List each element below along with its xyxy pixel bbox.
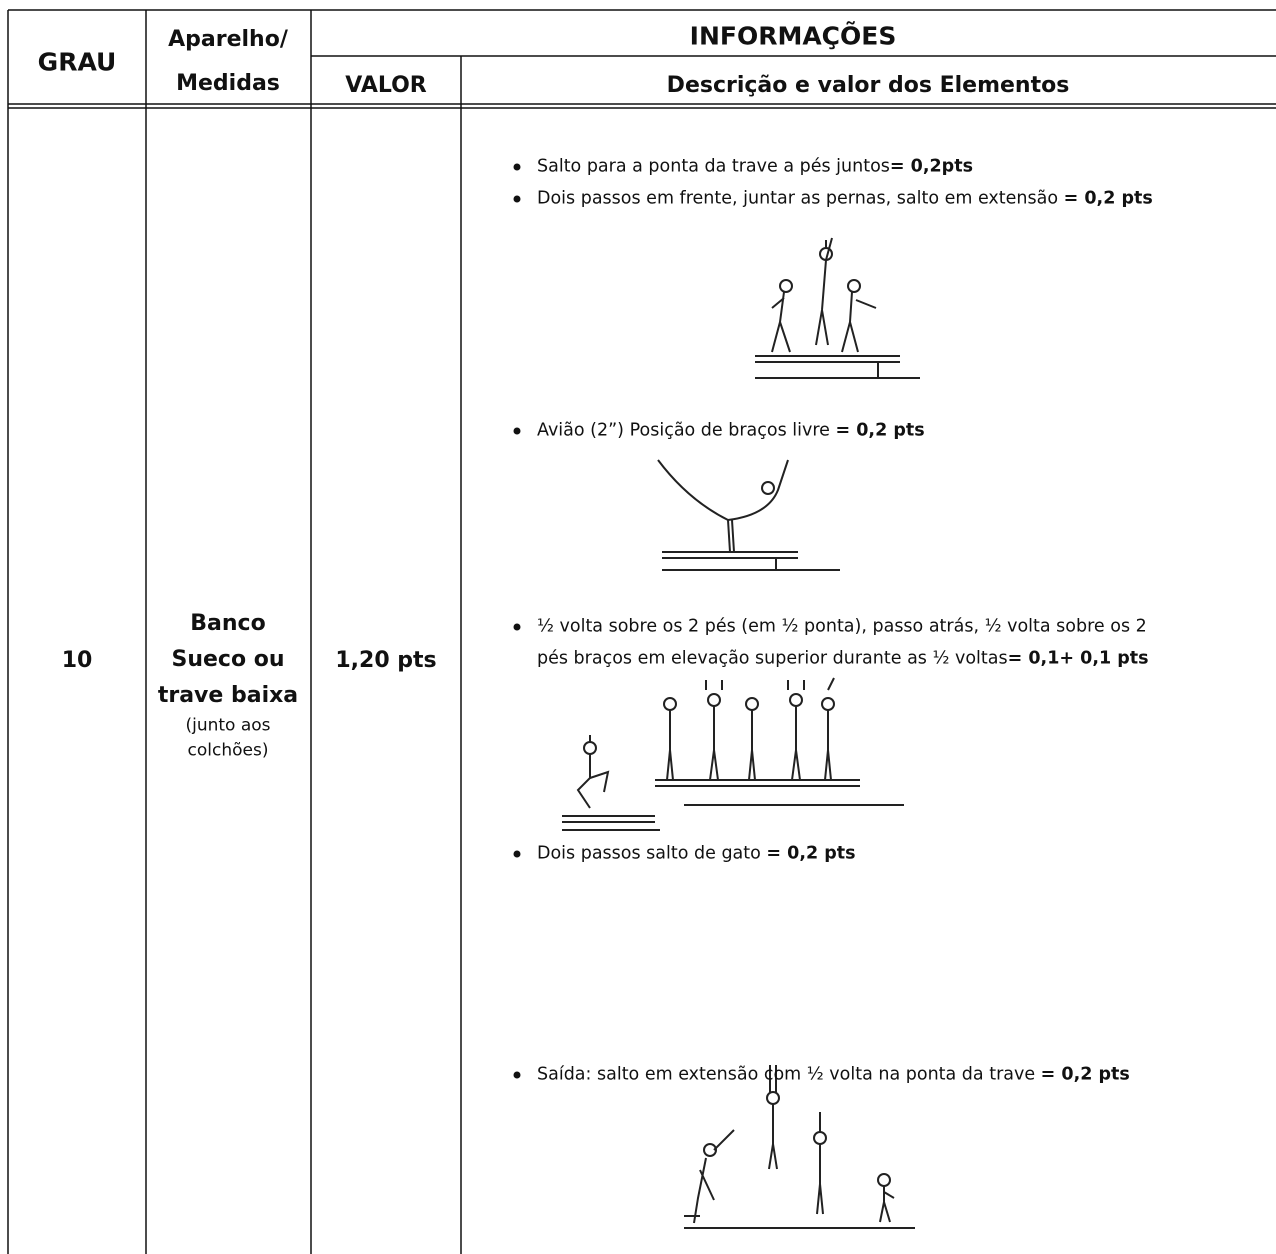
cell: trave baixa bbox=[157, 683, 299, 708]
header-group: INFORMAÇÕES bbox=[689, 21, 897, 51]
text: Salto para a ponta da trave a pés juntos bbox=[537, 156, 890, 177]
header-cell: Descrição e valor dos Elementos bbox=[666, 73, 1070, 98]
value-text: = 0,2pts bbox=[889, 156, 973, 177]
text: pés braços em elevação superior durante … bbox=[537, 648, 1008, 669]
list-item-line: pés braços em elevação superior durante … bbox=[537, 650, 1149, 668]
illustration bbox=[755, 237, 920, 379]
cell: 1,20 pts bbox=[335, 648, 437, 673]
list-item-line: Salto para a ponta da trave a pés juntos… bbox=[537, 158, 973, 176]
header-cell: Medidas bbox=[176, 71, 280, 96]
list-item-line: Dois passos salto de gato = 0,2 pts bbox=[537, 845, 856, 863]
list-item-line: Dois passos em frente, juntar as pernas,… bbox=[537, 190, 1153, 208]
cell-note: (junto aos bbox=[185, 715, 271, 736]
illustration bbox=[655, 677, 904, 806]
list-item-line: Avião (2”) Posição de braços livre = 0,2… bbox=[537, 422, 925, 440]
value-text: = 0,2 pts bbox=[1040, 1064, 1130, 1085]
illustration bbox=[562, 735, 660, 831]
header-cell: Aparelho/ bbox=[168, 27, 288, 52]
bullet bbox=[513, 623, 521, 631]
text: Saída: salto em extensão com ½ volta na … bbox=[537, 1064, 1041, 1085]
list-item-line: Saída: salto em extensão com ½ volta na … bbox=[537, 1066, 1130, 1084]
bullet bbox=[513, 427, 521, 435]
text: Dois passos em frente, juntar as pernas,… bbox=[537, 188, 1064, 209]
bullet bbox=[513, 163, 521, 171]
header-cell: GRAU bbox=[37, 47, 117, 77]
text: ½ volta sobre os 2 pés (em ½ ponta), pas… bbox=[537, 616, 1147, 637]
text: Dois passos salto de gato bbox=[537, 843, 767, 864]
bullet bbox=[513, 850, 521, 858]
header-cell: VALOR bbox=[345, 73, 427, 98]
value-text: = 0,2 pts bbox=[835, 420, 925, 441]
cell: 10 bbox=[61, 648, 93, 673]
cell: Sueco ou bbox=[171, 647, 285, 672]
bullet bbox=[513, 195, 521, 203]
illustration bbox=[684, 1065, 915, 1229]
value-text: = 0,2 pts bbox=[766, 843, 856, 864]
illustration bbox=[657, 459, 840, 571]
bullet bbox=[513, 1071, 521, 1079]
value-text: = 0,1+ 0,1 pts bbox=[1007, 648, 1149, 669]
list-item-line: ½ volta sobre os 2 pés (em ½ ponta), pas… bbox=[537, 618, 1147, 636]
cell-note: colchões) bbox=[187, 740, 269, 761]
cell: Banco bbox=[190, 611, 266, 636]
text: Avião (2”) Posição de braços livre bbox=[537, 420, 836, 441]
value-text: = 0,2 pts bbox=[1063, 188, 1153, 209]
